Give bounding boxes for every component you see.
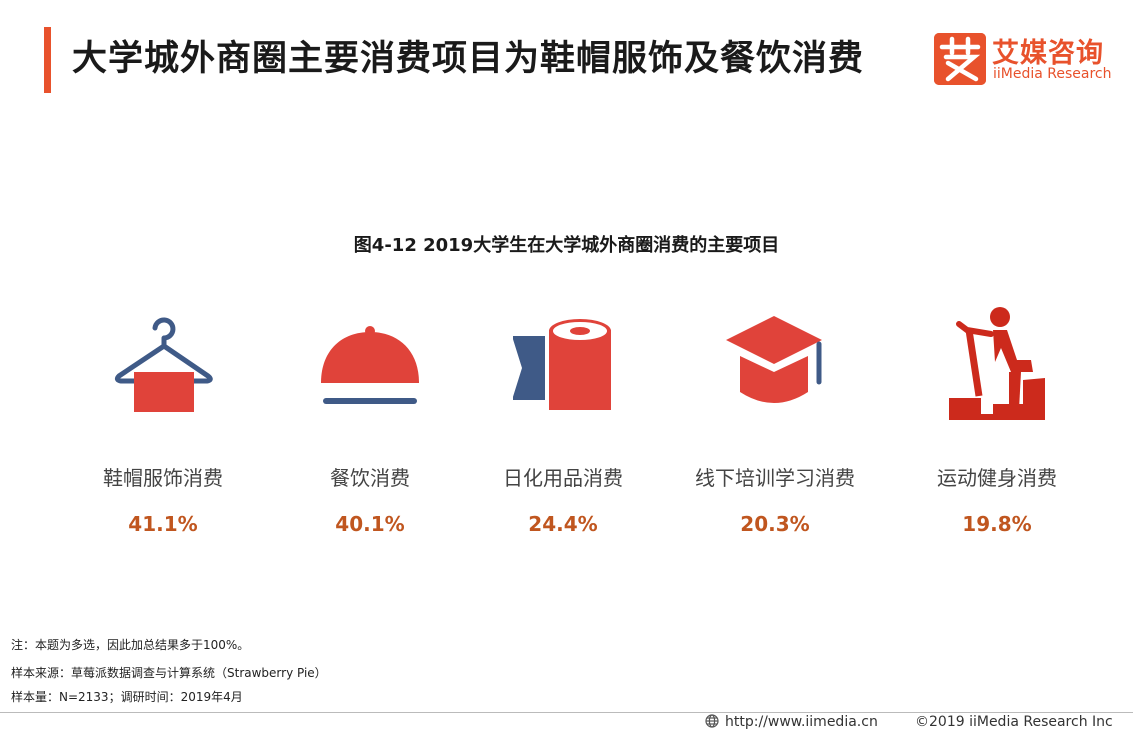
category-label: 运动健身消费: [937, 466, 1057, 490]
note-sample-source: 样本来源：草莓派数据调查与计算系统（Strawberry Pie）: [11, 666, 327, 680]
category-label: 餐饮消费: [330, 466, 410, 490]
footer-copyright: ©2019 iiMedia Research Inc: [915, 714, 1113, 730]
category-item: 运动健身消费 19.8%: [897, 300, 1097, 550]
logo-chinese-name: 艾媒咨询: [992, 38, 1104, 69]
hanger-icon: [113, 300, 213, 430]
category-value: 40.1%: [335, 512, 405, 536]
category-item: 餐饮消费 40.1%: [270, 300, 470, 550]
food-cloche-icon: [320, 300, 420, 430]
note-sample-size: 样本量：N=2133；调研时间：2019年4月: [11, 690, 243, 704]
category-item: 线下培训学习消费 20.3%: [675, 300, 875, 550]
category-item: 日化用品消费 24.4%: [463, 300, 663, 550]
category-value: 41.1%: [128, 512, 198, 536]
category-value: 19.8%: [962, 512, 1032, 536]
footer-url-text[interactable]: http://www.iimedia.cn: [725, 714, 878, 730]
figure-title: 图4-12 2019大学生在大学城外商圈消费的主要项目: [353, 235, 780, 256]
category-value: 20.3%: [740, 512, 810, 536]
category-value: 24.4%: [528, 512, 598, 536]
footer-divider: [0, 712, 1133, 713]
title-accent-bar: [44, 27, 51, 93]
category-label: 线下培训学习消费: [695, 466, 855, 490]
page-title: 大学城外商圈主要消费项目为鞋帽服饰及餐饮消费: [72, 39, 865, 79]
category-item: 鞋帽服饰消费 41.1%: [63, 300, 263, 550]
note-multi-choice: 注：本题为多选，因此加总结果多于100%。: [11, 638, 250, 652]
footer-website[interactable]: http://www.iimedia.cn: [705, 714, 878, 730]
logo-mark-icon: [934, 33, 986, 85]
globe-icon: [705, 714, 719, 728]
graduation-cap-icon: [725, 300, 825, 430]
exercise-bike-icon: [947, 300, 1047, 430]
category-label: 鞋帽服饰消费: [103, 466, 223, 490]
toilet-paper-icon: [513, 300, 613, 430]
category-label: 日化用品消费: [503, 466, 623, 490]
iimedia-logo: 艾媒咨询 iiMedia Research: [934, 31, 1119, 87]
logo-english-name: iiMedia Research: [993, 66, 1112, 82]
